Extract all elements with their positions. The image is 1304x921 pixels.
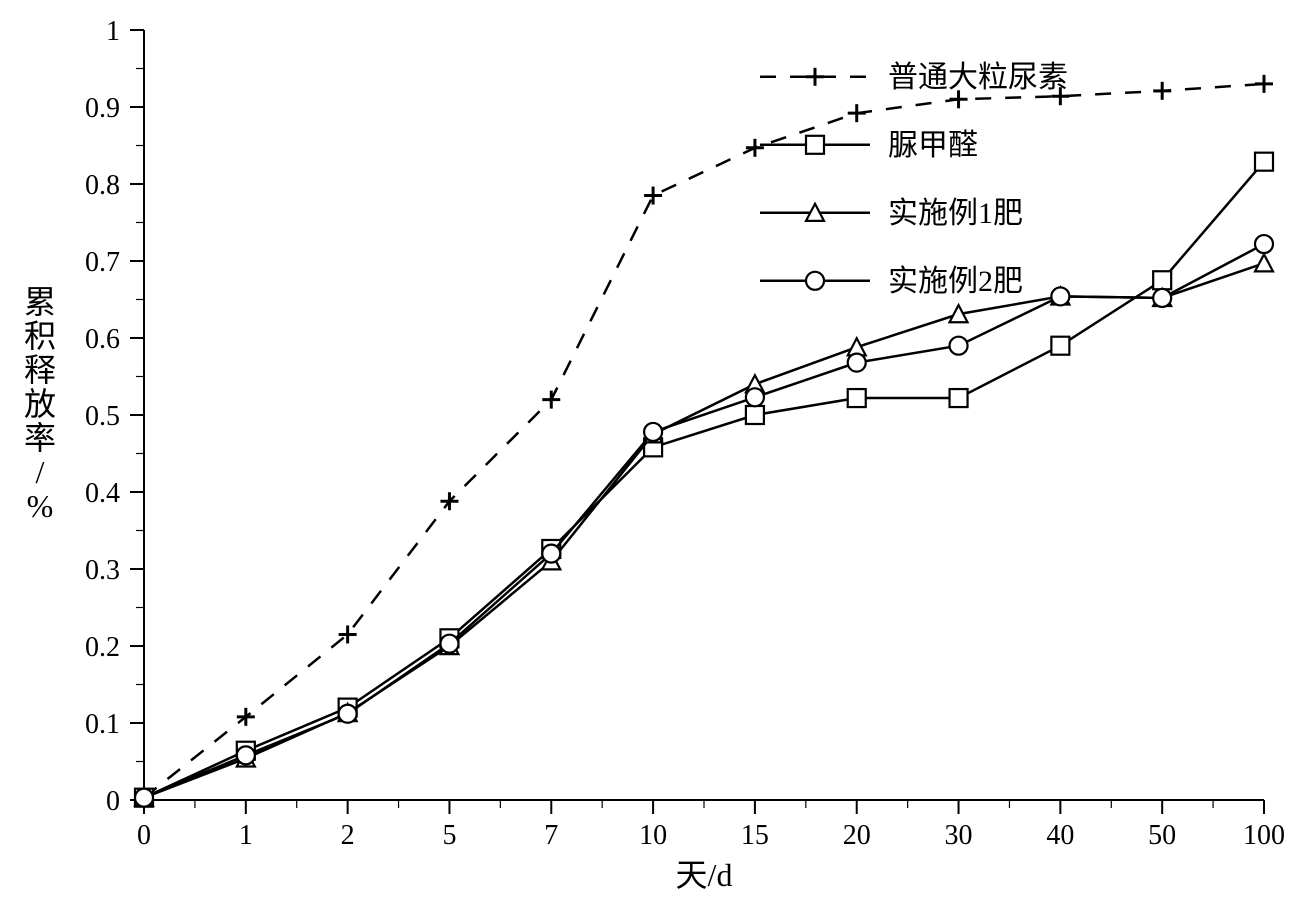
legend-label: 实施例2肥 [888, 265, 1023, 298]
legend-label: 实施例1肥 [888, 197, 1023, 230]
svg-text:累: 累 [24, 284, 56, 320]
y-tick-label: 0 [106, 786, 120, 817]
x-tick-label: 20 [843, 820, 871, 851]
series-s4 [135, 235, 1273, 807]
legend-item-s3: 实施例1肥 [760, 197, 1023, 230]
x-tick-label: 5 [442, 820, 456, 851]
x-tick-label: 40 [1046, 820, 1074, 851]
y-tick-label: 0.8 [85, 170, 120, 201]
x-tick-label: 0 [137, 820, 151, 851]
legend-label: 脲甲醛 [888, 129, 978, 162]
x-axis-label: 天/d [676, 857, 733, 893]
x-tick-label: 1 [239, 820, 253, 851]
svg-text:放: 放 [24, 386, 56, 422]
svg-text:积: 积 [24, 318, 56, 354]
legend-item-s1: 普通大粒尿素 [760, 61, 1068, 94]
chart-container: 00.10.20.30.40.50.60.70.80.9101257101520… [0, 0, 1304, 921]
svg-text:%: % [27, 488, 54, 524]
y-tick-label: 0.3 [85, 555, 120, 586]
x-tick-label: 10 [639, 820, 667, 851]
svg-text:率: 率 [24, 420, 56, 456]
x-tick-label: 30 [945, 820, 973, 851]
legend-item-s4: 实施例2肥 [760, 265, 1023, 298]
y-tick-label: 0.6 [85, 324, 120, 355]
y-tick-label: 1 [106, 16, 120, 47]
series-s2 [135, 153, 1273, 807]
x-tick-label: 15 [741, 820, 769, 851]
legend: 普通大粒尿素脲甲醛实施例1肥实施例2肥 [760, 61, 1068, 298]
y-tick-label: 0.1 [85, 709, 120, 740]
series-s1 [135, 75, 1273, 807]
svg-text:释: 释 [24, 352, 56, 388]
y-tick-label: 0.5 [85, 401, 120, 432]
x-tick-label: 7 [544, 820, 558, 851]
y-axis-label: 累积释放率/% [24, 284, 56, 524]
series-s3 [135, 254, 1273, 805]
svg-text:/: / [36, 454, 45, 490]
line-chart: 00.10.20.30.40.50.60.70.80.9101257101520… [0, 0, 1304, 921]
y-tick-label: 0.9 [85, 93, 120, 124]
legend-label: 普通大粒尿素 [888, 61, 1068, 94]
x-tick-label: 50 [1148, 820, 1176, 851]
x-tick-label: 2 [341, 820, 355, 851]
y-tick-label: 0.2 [85, 632, 120, 663]
legend-item-s2: 脲甲醛 [760, 129, 978, 162]
y-tick-label: 0.7 [85, 247, 120, 278]
x-tick-label: 100 [1243, 820, 1285, 851]
y-tick-label: 0.4 [85, 478, 120, 509]
